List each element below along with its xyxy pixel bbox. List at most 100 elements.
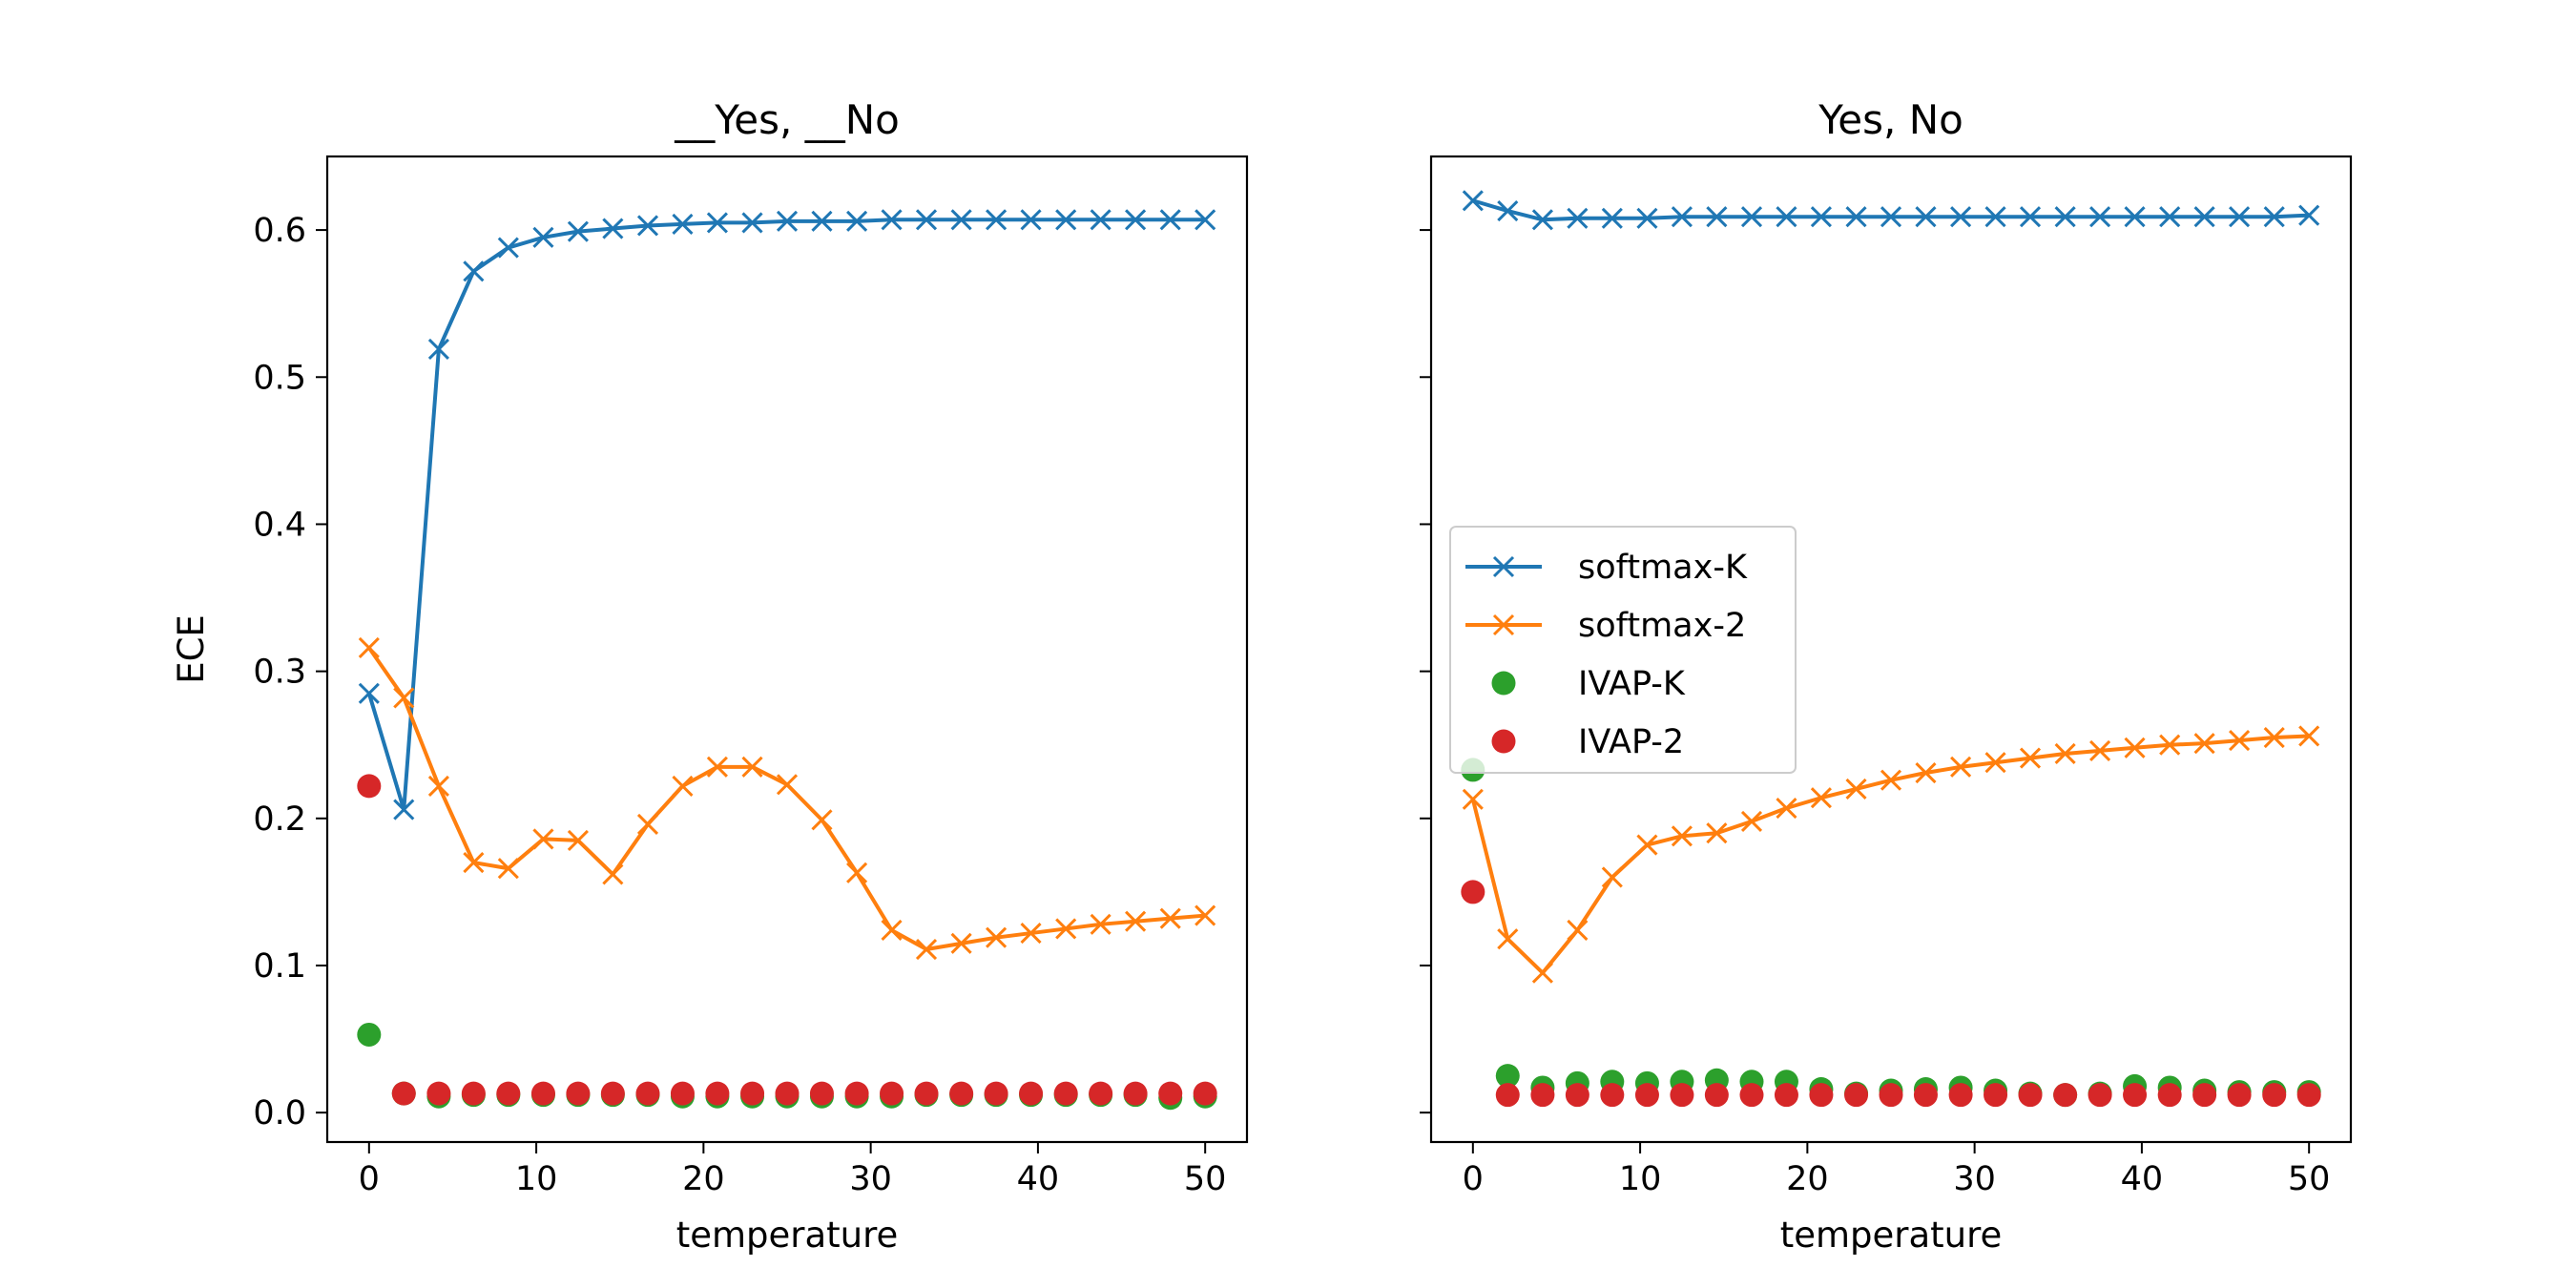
series-softmax-2 bbox=[1462, 725, 2320, 984]
data-point-softmax-2 bbox=[672, 775, 694, 797]
x-tick-label: 0 bbox=[359, 1160, 380, 1198]
data-point-softmax-2 bbox=[1810, 787, 1832, 809]
data-point-softmax-2-stroke-b bbox=[602, 863, 624, 885]
data-point-softmax-k bbox=[1567, 207, 1589, 229]
data-point-ivap-2 bbox=[600, 1081, 625, 1106]
data-point-ivap-2 bbox=[1739, 1083, 1764, 1108]
legend-label-ivap-2: IVAP-2 bbox=[1578, 723, 1684, 761]
legend-label-softmax-2: softmax-2 bbox=[1578, 607, 1746, 645]
data-point-softmax-2 bbox=[567, 829, 589, 851]
x-tick-label: 30 bbox=[1953, 1160, 1996, 1198]
data-point-softmax-2-stroke-b bbox=[2229, 730, 2251, 752]
data-point-softmax-k-stroke-b bbox=[1636, 207, 1658, 229]
data-point-softmax-2-stroke-b bbox=[463, 851, 485, 874]
data-point-softmax-k bbox=[1497, 199, 1519, 222]
data-point-softmax-k bbox=[1776, 206, 1797, 228]
data-point-softmax-2 bbox=[1567, 919, 1589, 942]
data-point-softmax-2-stroke-b bbox=[776, 774, 799, 796]
data-point-softmax-2-stroke-b bbox=[1776, 797, 1797, 820]
data-point-ivap-2 bbox=[1530, 1083, 1555, 1108]
data-point-softmax-k bbox=[1636, 207, 1658, 229]
y-tick-label: 0.6 bbox=[253, 212, 306, 250]
data-point-softmax-k-stroke-b bbox=[358, 682, 380, 704]
data-point-softmax-k-stroke-b bbox=[497, 237, 519, 259]
data-point-softmax-2-stroke-b bbox=[1984, 752, 2006, 774]
data-point-ivap-2 bbox=[1948, 1083, 1973, 1108]
data-point-softmax-2-stroke-b bbox=[1915, 761, 1937, 784]
data-point-softmax-2 bbox=[2124, 737, 2146, 758]
data-point-softmax-2-stroke-b bbox=[636, 813, 659, 836]
data-point-softmax-k-stroke-b bbox=[2124, 206, 2146, 228]
data-point-softmax-2-stroke-b bbox=[1567, 919, 1589, 942]
series-softmax-2 bbox=[358, 636, 1216, 961]
y-tick-label: 0.4 bbox=[253, 506, 306, 544]
data-point-softmax-k bbox=[1462, 190, 1484, 212]
data-point-softmax-k bbox=[2019, 206, 2042, 228]
data-point-softmax-k-stroke-b bbox=[1984, 206, 2006, 228]
data-point-softmax-2-stroke-b bbox=[358, 636, 380, 659]
data-point-softmax-2-stroke-b bbox=[2263, 726, 2285, 749]
data-point-softmax-2 bbox=[1601, 866, 1623, 888]
data-point-softmax-k-stroke-b bbox=[1845, 206, 1867, 228]
data-point-ivap-2 bbox=[2123, 1083, 2148, 1108]
data-point-softmax-2 bbox=[1636, 834, 1658, 856]
data-point-softmax-k-stroke-b bbox=[2089, 206, 2111, 228]
data-point-softmax-k-stroke-b bbox=[1195, 209, 1216, 231]
x-axis-label: temperature bbox=[676, 1215, 899, 1256]
y-tick-label: 0.3 bbox=[253, 654, 306, 692]
data-point-softmax-k bbox=[1159, 209, 1181, 231]
data-point-softmax-2-stroke-b bbox=[986, 926, 1008, 948]
data-point-softmax-2 bbox=[950, 932, 972, 954]
data-point-softmax-2-stroke-b bbox=[1810, 787, 1832, 809]
data-point-softmax-2 bbox=[741, 756, 763, 778]
data-point-softmax-k bbox=[741, 212, 763, 234]
data-point-softmax-k-stroke-b bbox=[2193, 206, 2215, 228]
data-point-softmax-k-stroke-b bbox=[706, 212, 728, 234]
data-point-softmax-2-stroke-b bbox=[393, 687, 415, 709]
legend-marker-softmax-k-stroke-b bbox=[1492, 555, 1515, 578]
data-point-softmax-k-stroke-b bbox=[1531, 209, 1553, 231]
data-point-softmax-2-stroke-b bbox=[1706, 822, 1728, 844]
data-point-ivap-2 bbox=[1565, 1083, 1589, 1108]
data-point-softmax-k bbox=[1531, 209, 1553, 231]
data-point-ivap-2 bbox=[2157, 1083, 2182, 1108]
x-tick-label: 50 bbox=[1184, 1160, 1227, 1198]
y-tick-label: 0.2 bbox=[253, 800, 306, 839]
data-point-ivap-2 bbox=[461, 1081, 486, 1106]
data-point-softmax-2-stroke-b bbox=[1636, 834, 1658, 856]
data-point-softmax-2-stroke-b bbox=[1740, 810, 1763, 832]
data-point-softmax-2-stroke-b bbox=[1195, 904, 1216, 926]
data-point-softmax-2-stroke-b bbox=[567, 829, 589, 851]
data-point-softmax-2 bbox=[2229, 730, 2251, 752]
data-point-softmax-k bbox=[1915, 206, 1937, 228]
data-point-softmax-2-stroke-b bbox=[1601, 866, 1623, 888]
data-point-ivap-2 bbox=[1634, 1083, 1659, 1108]
data-point-softmax-2-stroke-b bbox=[1020, 923, 1042, 945]
data-point-ivap-2 bbox=[880, 1081, 904, 1106]
data-point-softmax-k bbox=[497, 237, 519, 259]
data-point-softmax-k bbox=[776, 210, 799, 232]
data-point-softmax-k-stroke-b bbox=[1125, 209, 1147, 231]
data-point-softmax-k bbox=[2159, 206, 2181, 228]
data-point-softmax-k bbox=[358, 682, 380, 704]
data-point-ivap-2 bbox=[705, 1081, 730, 1106]
data-point-softmax-k-stroke-b bbox=[2159, 206, 2181, 228]
data-point-ivap-2 bbox=[1600, 1083, 1625, 1108]
data-point-softmax-k bbox=[1671, 206, 1693, 228]
y-tick-label: 0.0 bbox=[253, 1094, 306, 1132]
data-point-softmax-k-stroke-b bbox=[602, 218, 624, 239]
data-point-softmax-2 bbox=[1055, 918, 1077, 940]
data-point-softmax-k-stroke-b bbox=[1740, 206, 1763, 228]
data-point-softmax-2 bbox=[2298, 725, 2320, 747]
data-point-softmax-k bbox=[2298, 204, 2320, 226]
data-point-softmax-2 bbox=[1776, 797, 1797, 820]
x-tick-label: 10 bbox=[1619, 1160, 1662, 1198]
data-point-softmax-k bbox=[1090, 209, 1111, 231]
data-point-softmax-2-stroke-b bbox=[1462, 788, 1484, 810]
data-point-ivap-2 bbox=[2262, 1083, 2287, 1108]
data-point-softmax-k bbox=[1055, 209, 1077, 231]
data-point-softmax-2 bbox=[2054, 742, 2076, 765]
data-point-softmax-2-stroke-b bbox=[1671, 825, 1693, 847]
data-point-softmax-2 bbox=[497, 858, 519, 880]
